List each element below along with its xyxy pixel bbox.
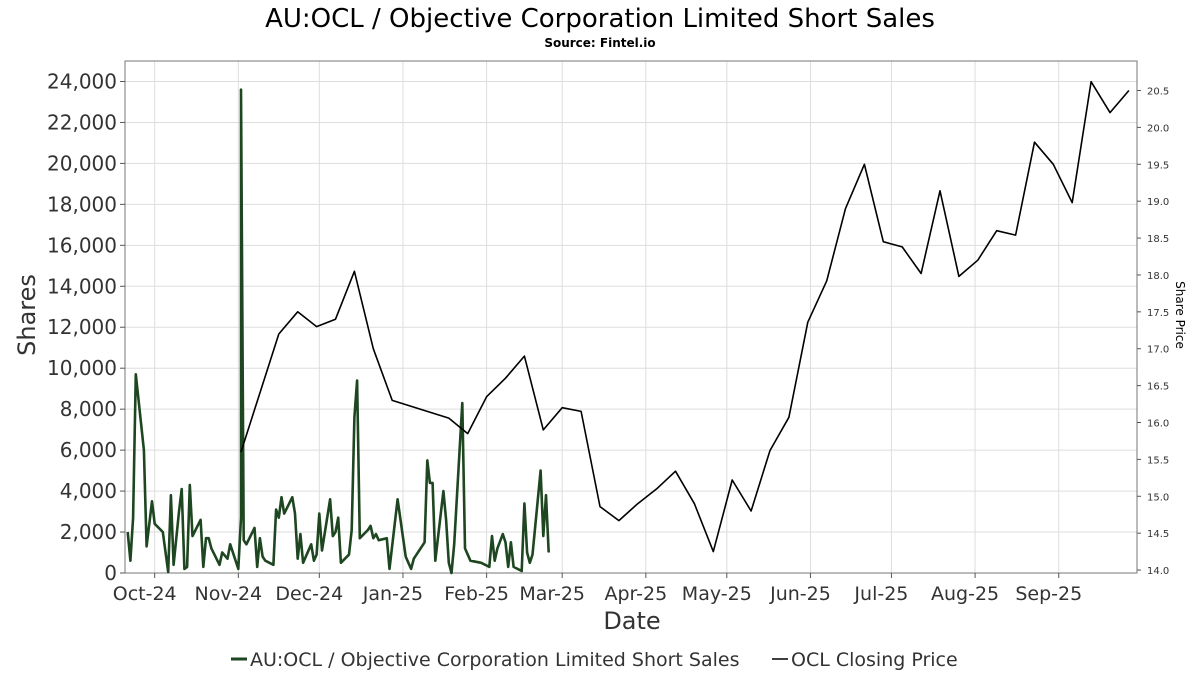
y-tick-label: 10,000 <box>47 356 117 380</box>
y2-tick-label: 17.5 <box>1147 308 1169 319</box>
y2-tick-label: 20.0 <box>1147 123 1169 134</box>
series-layer <box>126 80 1130 575</box>
x-tick-label: Apr-25 <box>604 583 667 605</box>
grid <box>125 61 1137 574</box>
y-tick-label: 16,000 <box>47 233 117 257</box>
y2-axis-label: Share Price <box>1173 281 1187 349</box>
y2-tick-label: 18.0 <box>1147 271 1169 282</box>
x-tick-label: Oct-24 <box>113 583 177 605</box>
y2-tick-label: 20.5 <box>1147 87 1169 98</box>
legend-label-closing-price: OCL Closing Price <box>791 649 958 671</box>
y2-tick-label: 15.5 <box>1147 455 1169 466</box>
y2-tick-label: 16.5 <box>1147 382 1169 393</box>
y-tick-label: 0 <box>104 561 117 585</box>
y-tick-label: 20,000 <box>47 151 117 175</box>
y2-tick-label: 14.5 <box>1147 529 1169 540</box>
x-tick-label: Aug-25 <box>931 583 999 605</box>
x-tick-label: Mar-25 <box>519 583 585 605</box>
x-tick-label: Sep-25 <box>1015 583 1082 605</box>
tick-layer: 0 2,000 4,000 6,000 8,000 10,000 12,000 14,000 1… <box>47 69 1169 605</box>
y2-tick-label: 19.0 <box>1147 197 1169 208</box>
legend: AU:OCL / Objective Corporation Limited S… <box>231 649 958 671</box>
x-axis-label: Date <box>603 607 660 635</box>
y-tick-label: 24,000 <box>47 69 117 93</box>
y2-tick-label: 16.0 <box>1147 418 1169 429</box>
plot-area <box>124 60 1138 574</box>
x-tick-label: Nov-24 <box>195 583 263 605</box>
x-tick-label: Jan-25 <box>362 583 423 605</box>
y-tick-label: 4,000 <box>60 479 117 503</box>
x-tick-label: Jun-25 <box>769 583 831 605</box>
x-tick-label: Jul-25 <box>853 583 908 605</box>
y2-tick-label: 17.0 <box>1147 345 1169 356</box>
y-tick-label: 2,000 <box>60 520 117 544</box>
x-tick-label: May-25 <box>682 583 752 605</box>
series-line-closing-price <box>240 80 1130 553</box>
chart-title: AU:OCL / Objective Corporation Limited S… <box>265 4 935 34</box>
y-tick-label: 22,000 <box>47 110 117 134</box>
y-axis-label: Shares <box>13 274 41 356</box>
y-tick-label: 6,000 <box>60 438 117 462</box>
y-tick-label: 18,000 <box>47 192 117 216</box>
chart-subtitle: Source: Fintel.io <box>544 36 655 50</box>
y-tick-label: 14,000 <box>47 274 117 298</box>
y-tick-label: 12,000 <box>47 315 117 339</box>
y-tick-label: 8,000 <box>60 397 117 421</box>
x-tick-label: Dec-24 <box>275 583 343 605</box>
y2-tick-label: 19.5 <box>1147 160 1169 171</box>
y2-tick-label: 14.0 <box>1147 566 1169 577</box>
y2-tick-label: 18.5 <box>1147 234 1169 245</box>
series-line-short-sales <box>126 88 550 575</box>
x-tick-label: Feb-25 <box>444 583 509 605</box>
legend-label-short-sales: AU:OCL / Objective Corporation Limited S… <box>250 649 740 671</box>
y2-tick-label: 15.0 <box>1147 492 1169 503</box>
